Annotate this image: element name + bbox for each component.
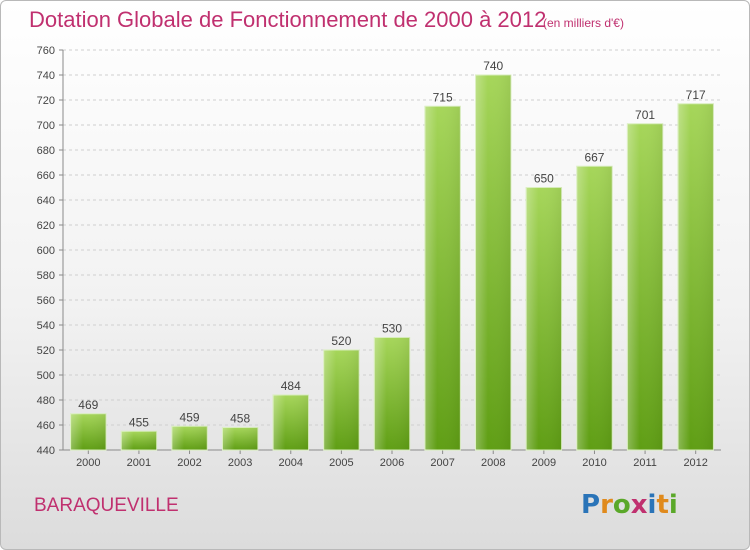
bar-sheen: [526, 187, 562, 450]
bar-sheen: [576, 166, 613, 450]
y-tick-label: 600: [37, 245, 55, 257]
bar-sheen: [70, 413, 107, 450]
x-tick-label: 2010: [582, 457, 606, 469]
chart-title: Dotation Globale de Fonctionnement de 20…: [29, 7, 547, 32]
bar-sheen: [121, 431, 157, 450]
x-tick-label: 2005: [329, 457, 353, 469]
y-tick-label: 500: [37, 370, 55, 382]
data-label-2012: 717: [686, 88, 706, 102]
y-tick-label: 540: [37, 320, 55, 332]
data-label-2001: 455: [129, 415, 149, 429]
data-label-2000: 469: [78, 398, 98, 412]
y-tick-label: 640: [37, 195, 55, 207]
x-tick-label: 2012: [683, 457, 707, 469]
y-tick-label: 580: [37, 270, 55, 282]
y-tick-label: 700: [37, 120, 55, 132]
bar-sheen: [627, 123, 663, 450]
x-tick-label: 2002: [177, 457, 201, 469]
x-tick-label: 2003: [228, 457, 252, 469]
data-label-2002: 459: [180, 410, 200, 424]
x-tick-label: 2004: [279, 457, 303, 469]
place-name: BARAQUEVILLE: [34, 495, 179, 516]
y-tick-label: 680: [37, 145, 55, 157]
y-tick-label: 440: [37, 445, 55, 457]
x-tick-label: 2001: [127, 457, 151, 469]
data-label-2003: 458: [230, 412, 250, 426]
data-label-2009: 650: [534, 172, 554, 186]
y-tick-label: 720: [37, 95, 55, 107]
x-tick-label: 2000: [76, 457, 100, 469]
x-tick-label: 2008: [481, 457, 505, 469]
y-tick-label: 560: [37, 295, 55, 307]
y-tick-label: 460: [37, 420, 55, 432]
data-label-2007: 715: [433, 90, 453, 104]
bar-sheen: [374, 337, 410, 450]
y-tick-label: 520: [37, 345, 55, 357]
x-tick-label: 2011: [633, 457, 657, 469]
bar-sheen: [273, 395, 309, 450]
x-tick-label: 2006: [380, 457, 404, 469]
y-tick-label: 620: [37, 220, 55, 232]
data-label-2006: 530: [382, 322, 402, 336]
x-tick-label: 2007: [430, 457, 454, 469]
y-tick-label: 480: [37, 395, 55, 407]
y-tick-label: 660: [37, 170, 55, 182]
data-label-2011: 701: [635, 108, 655, 122]
y-tick-label: 740: [37, 70, 55, 82]
y-tick-label: 760: [37, 45, 55, 57]
data-label-2005: 520: [331, 334, 351, 348]
data-label-2004: 484: [281, 379, 301, 393]
data-label-2008: 740: [483, 59, 503, 73]
bar-sheen: [222, 427, 258, 450]
data-label-2010: 667: [584, 150, 604, 164]
bar-sheen: [323, 350, 360, 450]
x-tick-label: 2009: [532, 457, 556, 469]
bar-sheen: [424, 106, 461, 450]
bar-sheen: [171, 426, 208, 450]
chart-subtitle: (en milliers d'€): [543, 16, 624, 30]
bar-sheen: [475, 75, 511, 450]
proxiti-logo[interactable]: Proxiti: [581, 490, 678, 520]
bar-sheen: [677, 103, 714, 450]
